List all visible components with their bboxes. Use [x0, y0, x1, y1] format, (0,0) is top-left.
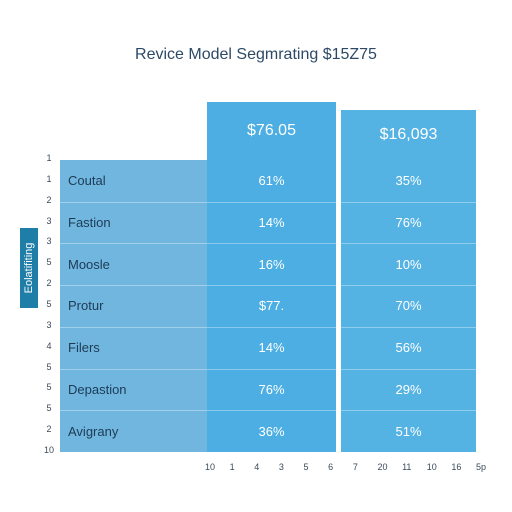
- bottom-tick-label: 5: [303, 462, 309, 472]
- bottom-tick-label: 7: [352, 462, 358, 472]
- cell-value: 56%: [395, 340, 422, 356]
- bottom-tick-label: 3: [278, 462, 284, 472]
- left-tick-label: 5: [46, 361, 52, 372]
- cell-value: 36%: [258, 423, 285, 439]
- cell-value: 16%: [258, 256, 285, 272]
- row-divider: [60, 326, 476, 328]
- bottom-tick-label: 4: [254, 462, 260, 472]
- left-tick-label: 3: [46, 215, 52, 226]
- cell-value: $77.: [258, 298, 285, 314]
- bottom-tick-label: 11: [402, 462, 412, 472]
- row-divider: [60, 410, 476, 412]
- row-label: Fastion: [68, 215, 111, 231]
- cell-value: 51%: [395, 423, 422, 439]
- left-tick-label: 2: [46, 424, 52, 435]
- column-header: $76.05: [247, 122, 296, 139]
- row-divider: [60, 285, 476, 287]
- left-tick-label: 1: [46, 173, 52, 184]
- row-label: Avigrany: [68, 423, 119, 439]
- row-label: Filers: [68, 340, 100, 356]
- side-label: Eolatifiting: [23, 242, 35, 294]
- row-divider: [60, 243, 476, 245]
- bottom-tick-label: 5p: [476, 462, 487, 472]
- cell-value: 14%: [258, 340, 285, 356]
- column-bg: [341, 110, 476, 452]
- row-divider: [60, 201, 476, 203]
- cell-value: 35%: [395, 173, 422, 189]
- column-bg: [207, 102, 336, 452]
- cell-value: 76%: [258, 381, 285, 397]
- cell-value: 61%: [258, 173, 285, 189]
- left-tick-label: 5: [46, 299, 52, 309]
- column-bg: [60, 160, 207, 452]
- bottom-tick-label: 20: [377, 462, 388, 472]
- row-divider: [60, 368, 476, 370]
- bottom-tick-label: 10: [205, 462, 216, 472]
- cell-value: 10%: [395, 256, 422, 272]
- cell-value: 76%: [395, 215, 422, 231]
- cell-value: 29%: [395, 381, 422, 397]
- side-label-box: Eolatifiting: [20, 228, 38, 308]
- left-tick-label: 10: [43, 445, 54, 455]
- bottom-tick-label: 10: [426, 462, 437, 472]
- row-label: Moosle: [68, 256, 110, 272]
- left-tick-label: 5: [46, 382, 52, 393]
- left-tick-label: 5: [46, 403, 52, 414]
- row-label: Coutal: [68, 173, 106, 189]
- bottom-tick-label: 6: [328, 462, 334, 472]
- left-tick-label: 3: [46, 236, 52, 247]
- left-tick-label: 1: [46, 153, 52, 163]
- left-tick-label: 2: [46, 278, 52, 289]
- title: Revice Model Segmrating $15Z75: [135, 46, 377, 63]
- left-tick-label: 4: [46, 340, 52, 351]
- bottom-tick-label: 1: [229, 462, 235, 472]
- cell-value: 14%: [258, 215, 285, 231]
- cell-value: 70%: [395, 298, 422, 314]
- row-label: Depastion: [68, 381, 127, 397]
- left-tick-label: 2: [46, 194, 52, 205]
- left-tick-label: 5: [46, 257, 52, 268]
- row-label: Protur: [68, 298, 104, 314]
- left-tick-label: 3: [46, 319, 52, 330]
- column-header: $16,093: [379, 126, 438, 143]
- bottom-tick-label: 16: [451, 462, 462, 472]
